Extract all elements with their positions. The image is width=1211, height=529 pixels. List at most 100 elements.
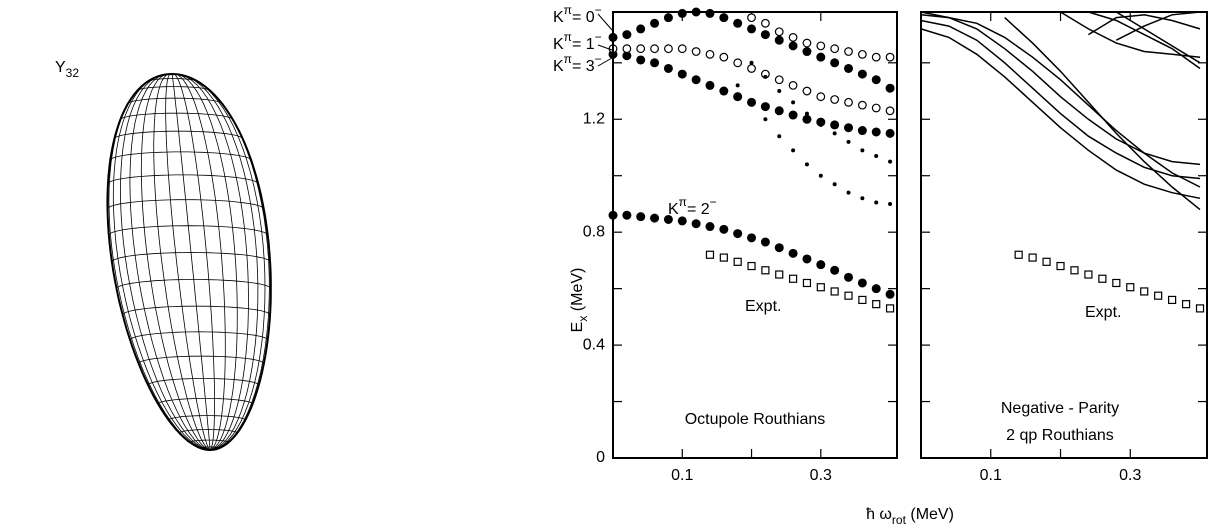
expt-point	[1112, 278, 1121, 288]
label-text: (MeV)	[906, 506, 954, 523]
filled-point	[650, 18, 660, 28]
dot-point	[804, 111, 809, 116]
dot-point	[874, 153, 879, 158]
mesh-line	[140, 73, 211, 451]
label-text: = 0	[572, 9, 595, 26]
y-tick-label: 0.8	[583, 223, 605, 240]
open-point	[733, 58, 743, 68]
open-point	[622, 44, 632, 54]
label-text: = 3	[572, 58, 595, 75]
panel-label: Negative - Parity	[1001, 400, 1119, 417]
mesh-line	[171, 73, 259, 451]
filled-point	[830, 265, 840, 275]
filled-point	[802, 254, 812, 264]
shape-label: Y32	[55, 59, 79, 80]
filled-point	[636, 55, 646, 65]
y-axis-title: Ex (MeV)	[569, 268, 590, 333]
script-text: −	[595, 30, 602, 44]
filled-point	[691, 219, 701, 229]
curve	[1088, 14, 1201, 36]
curve	[1115, 11, 1201, 41]
filled-point	[844, 123, 854, 133]
filled-point	[705, 222, 715, 232]
label-text: E	[569, 322, 586, 333]
panel-label: Octupole Routhians	[685, 411, 826, 428]
label-text: K	[553, 58, 564, 75]
expt-point	[788, 274, 798, 283]
script-text: 32	[66, 66, 80, 80]
filled-point	[830, 58, 840, 68]
open-point	[719, 52, 729, 62]
open-point	[691, 47, 701, 56]
x-tick-label: 0.1	[671, 467, 693, 484]
filled-point	[650, 58, 660, 68]
filled-point	[705, 80, 715, 90]
open-point	[788, 33, 798, 42]
open-point	[857, 49, 867, 59]
filled-point	[885, 83, 895, 93]
expt-point	[1098, 274, 1107, 283]
filled-point	[788, 41, 798, 51]
mesh-line	[171, 73, 216, 451]
filled-point	[691, 75, 701, 85]
open-point	[760, 18, 770, 28]
filled-point	[719, 13, 729, 23]
filled-point	[747, 24, 757, 34]
expt-point	[719, 253, 728, 262]
curve	[1060, 11, 1201, 58]
expt-point	[733, 257, 742, 266]
mesh-line	[171, 73, 226, 451]
expt-point	[705, 250, 715, 259]
expt-point	[1181, 300, 1191, 309]
curve	[1088, 11, 1201, 70]
mesh-line	[172, 73, 249, 451]
expt-point	[761, 266, 770, 275]
expt-point	[844, 291, 853, 300]
dot-point	[846, 190, 851, 195]
plot-frame	[920, 11, 1208, 459]
open-point	[747, 13, 756, 23]
expt-point	[1195, 304, 1205, 313]
open-point	[816, 41, 826, 51]
filled-point	[663, 214, 673, 224]
deformed-nucleus-shape	[106, 72, 272, 452]
expt-point	[885, 304, 895, 313]
mesh-line	[112, 73, 211, 451]
expt-point	[830, 287, 839, 296]
label-text: K	[553, 36, 564, 53]
expt-point	[802, 278, 812, 288]
mesh-line	[171, 73, 238, 451]
dot-point	[749, 100, 754, 105]
filled-point	[733, 229, 743, 239]
mesh-line	[120, 73, 211, 451]
filled-point	[774, 106, 784, 116]
label-text: ħ ω	[866, 506, 892, 523]
filled-point	[857, 126, 867, 136]
open-point	[802, 86, 812, 96]
script-text: −	[595, 52, 602, 66]
open-point	[774, 27, 784, 37]
filled-point	[885, 128, 895, 138]
filled-point	[747, 233, 757, 243]
open-point	[857, 100, 867, 110]
mesh-line	[171, 73, 270, 451]
expt-point	[1140, 287, 1149, 296]
expt-point	[1084, 270, 1093, 279]
mesh-line	[129, 73, 211, 451]
filled-point	[871, 75, 881, 85]
annotation: Expt.	[745, 298, 781, 315]
filled-point	[663, 63, 673, 73]
expt-point	[1070, 266, 1079, 275]
dot-point	[888, 201, 893, 206]
filled-point	[885, 289, 895, 299]
expt-point	[775, 270, 784, 279]
annotation: Kπ= 2−	[668, 195, 717, 218]
annotation: Kπ= 3−	[553, 52, 602, 75]
filled-point	[844, 63, 854, 73]
open-point	[747, 64, 756, 73]
dot-point	[763, 74, 768, 79]
filled-point	[816, 117, 826, 127]
dot-point	[860, 196, 865, 201]
label-text: (MeV)	[569, 268, 586, 316]
